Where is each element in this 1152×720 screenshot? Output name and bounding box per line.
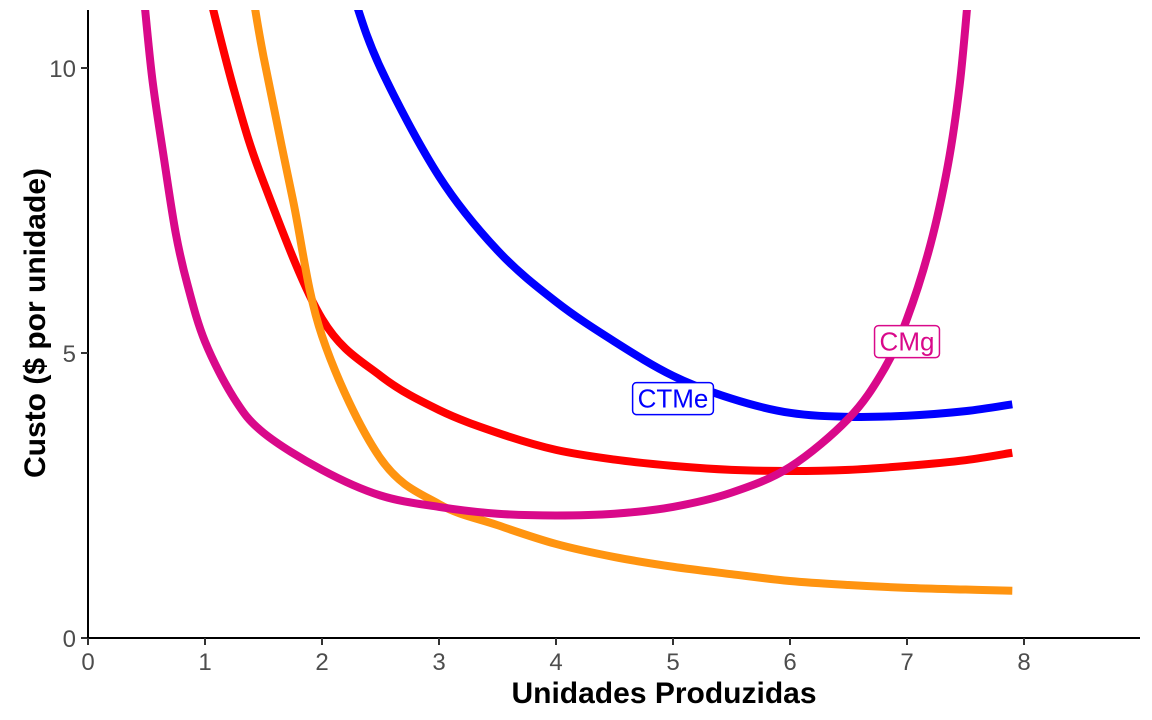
cmg-curve (141, 10, 971, 520)
y-tick-label: 0 (63, 626, 76, 653)
ctme-curve (354, 10, 1013, 421)
x-tick-label: 5 (666, 649, 679, 676)
ctmv-curve (209, 10, 1013, 475)
x-tick-label: 0 (81, 649, 94, 676)
y-tick-label: 5 (63, 341, 76, 368)
curve-label-cmg: CMg (873, 324, 941, 359)
x-tick-label: 3 (432, 649, 445, 676)
x-tick-label: 6 (783, 649, 796, 676)
label-box (631, 381, 715, 416)
y-axis: 0 5 10 (49, 10, 89, 653)
x-tick-label: 2 (315, 649, 328, 676)
x-axis: 0 1 2 3 4 5 6 7 8 (81, 637, 1140, 676)
x-tick-label: 4 (549, 649, 562, 676)
ctmf-curve (251, 10, 1013, 595)
curve-label-ctme: CTMe (631, 381, 715, 416)
label-box (873, 324, 941, 359)
curve-labels: CTMe CMg (631, 324, 941, 416)
curves-group (141, 10, 1013, 595)
x-axis-title: Unidades Produzidas (511, 677, 816, 710)
x-tick-label: 8 (1017, 649, 1030, 676)
label-text: CTMe (638, 384, 709, 414)
y-axis-title: Custo ($ por unidade) (19, 168, 52, 478)
label-text: CMg (880, 327, 935, 357)
x-tick-label: 1 (198, 649, 211, 676)
y-tick-label: 10 (49, 56, 76, 83)
x-tick-label: 7 (900, 649, 913, 676)
